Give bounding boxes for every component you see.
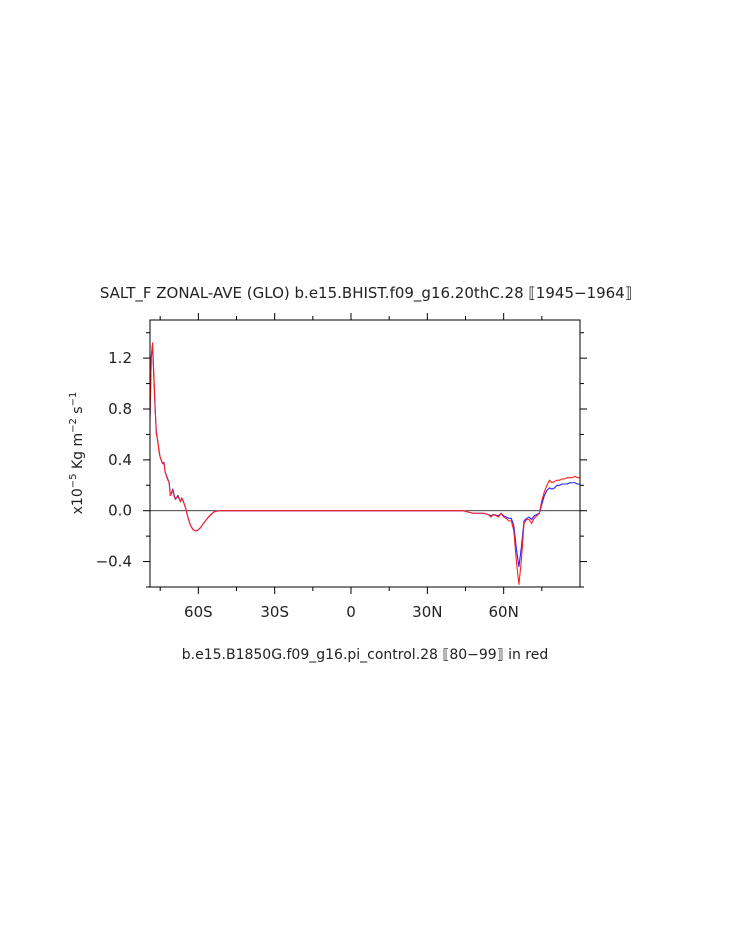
y-label-exp2: −2 <box>68 418 79 433</box>
x-tick-label: 30N <box>412 603 442 621</box>
y-label-exp1: −5 <box>68 474 79 489</box>
chart-title: SALT_F ZONAL-AVE (GLO) b.e15.BHIST.f09_g… <box>100 284 632 303</box>
x-tick-label: 0 <box>346 603 356 621</box>
y-label-mid2: s <box>70 406 86 418</box>
ticks-group <box>143 313 587 594</box>
x-tick-label: 60S <box>184 603 213 621</box>
tick-labels-group: 60S 30S 0 30N 60N 1.2 0.8 0.4 0.0 −0.4 <box>96 349 519 621</box>
series-group <box>149 342 580 586</box>
series-line-2 <box>149 342 580 586</box>
x-tick-label: 60N <box>489 603 519 621</box>
chart-subtitle: b.e15.B1850G.f09_g16.pi_control.28 ⟦80−9… <box>182 647 549 663</box>
y-tick-label: 0.0 <box>108 502 132 520</box>
y-label-prefix: x10 <box>70 488 86 514</box>
y-tick-label: 0.4 <box>108 451 132 469</box>
y-tick-label: 0.8 <box>108 400 132 418</box>
y-label-exp3: −1 <box>68 392 79 407</box>
y-label-mid1: Kg m <box>70 433 86 474</box>
y-tick-label: −0.4 <box>96 553 132 571</box>
y-axis-label: x10−5 Kg m−2 s−1 <box>68 392 86 515</box>
y-tick-label: 1.2 <box>108 349 132 367</box>
plot-frame <box>149 319 581 588</box>
x-tick-label: 30S <box>260 603 289 621</box>
svg-text:x10−5 Kg m−2 s−1: x10−5 Kg m−2 s−1 <box>68 392 86 515</box>
